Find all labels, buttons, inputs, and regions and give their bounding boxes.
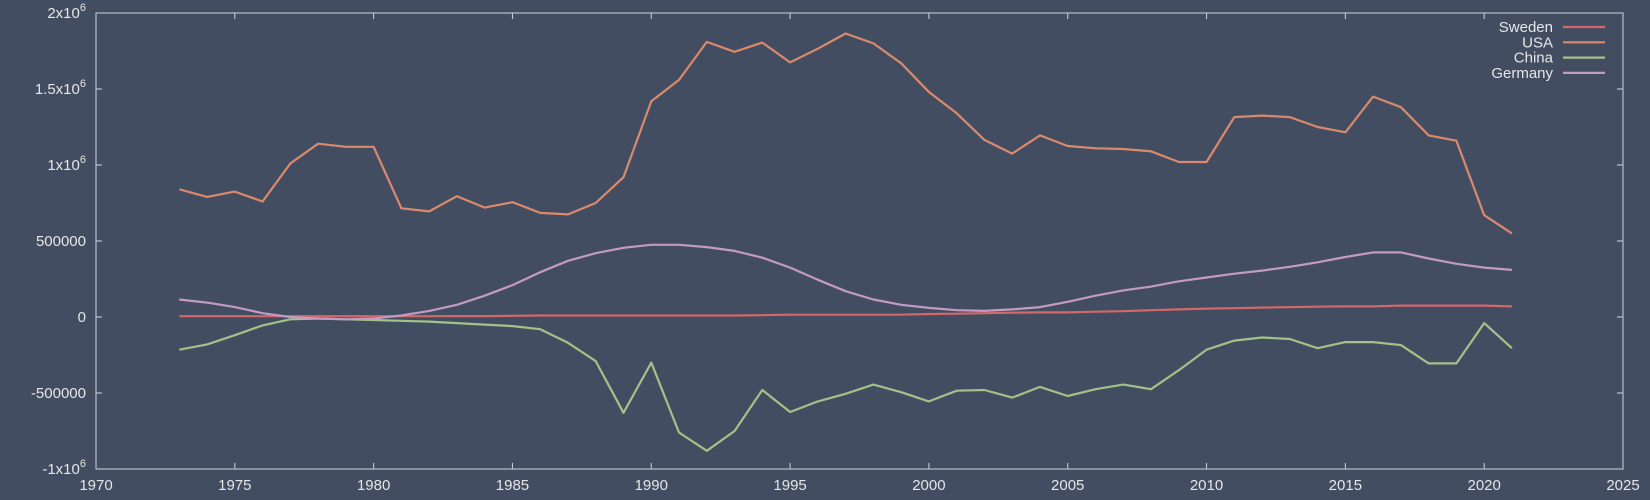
y-tick-label: 500000 — [36, 233, 86, 250]
x-tick-label: 2025 — [1606, 477, 1639, 494]
y-tick-exponent: 6 — [80, 2, 86, 14]
legend-label-usa: USA — [1522, 34, 1553, 51]
y-tick-label: 2x106 — [47, 2, 86, 22]
x-tick-label: 1995 — [773, 477, 806, 494]
x-tick-label: 1975 — [218, 477, 251, 494]
series-layer — [179, 32, 1513, 452]
series-line-sweden — [179, 304, 1512, 318]
y-axis: 2x106 1.5x106 1x106 500000 0 -500000 -1x106 — [31, 2, 1623, 478]
y-tick-exponent: 6 — [80, 78, 86, 90]
plot-frame — [95, 12, 1624, 470]
x-tick-label: 1985 — [496, 477, 529, 494]
x-tick-label: 1980 — [357, 477, 390, 494]
y-tick-label: -1x106 — [42, 458, 86, 478]
legend-label-germany: Germany — [1491, 65, 1553, 82]
x-tick-label: 2020 — [1467, 477, 1500, 494]
y-tick-label: 0 — [78, 309, 86, 326]
x-tick-label: 2000 — [912, 477, 945, 494]
x-tick-label: 1990 — [635, 477, 668, 494]
x-tick-label: 2005 — [1051, 477, 1084, 494]
x-axis: 1970 1975 1980 1985 1990 1995 2000 2005 2010 2015… — [79, 13, 1640, 494]
series-line-germany — [179, 243, 1512, 321]
x-tick-label: 2010 — [1190, 477, 1223, 494]
x-tick-label: 1970 — [79, 477, 112, 494]
legend-label-sweden: Sweden — [1499, 19, 1553, 36]
y-tick-label: 1.5x106 — [35, 78, 86, 98]
y-tick-exponent: 6 — [80, 154, 86, 166]
x-tick-label: 2015 — [1329, 477, 1362, 494]
series-line-china — [179, 317, 1513, 452]
series-line-usa — [179, 32, 1513, 235]
y-tick-label: -500000 — [31, 385, 86, 402]
y-tick-label: 1x106 — [47, 154, 86, 174]
y-tick-exponent: 6 — [80, 458, 86, 470]
legend-label-china: China — [1514, 50, 1554, 67]
